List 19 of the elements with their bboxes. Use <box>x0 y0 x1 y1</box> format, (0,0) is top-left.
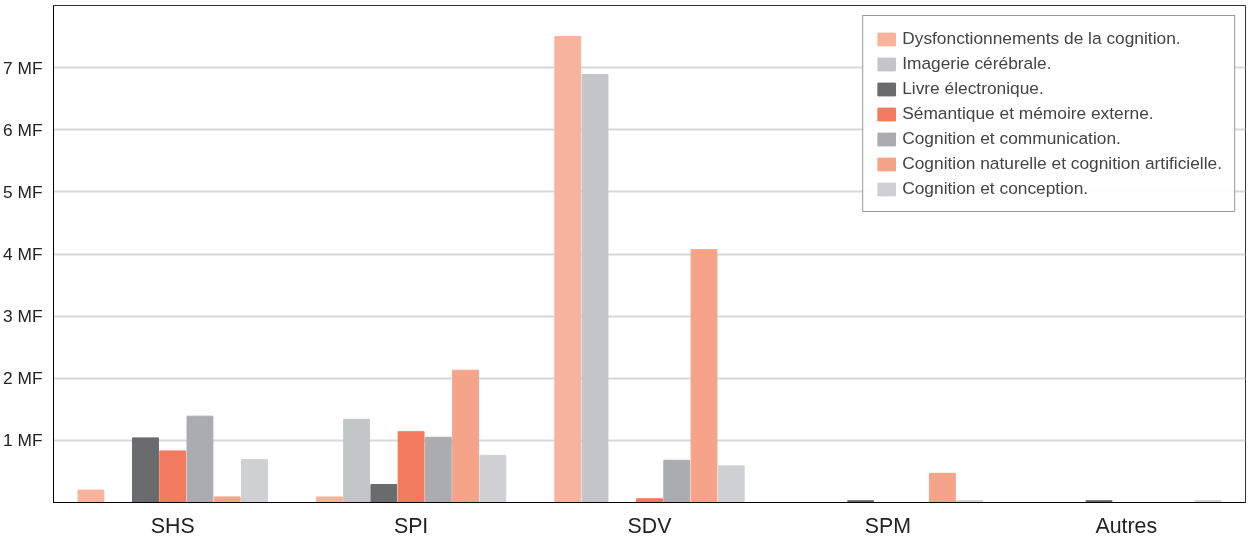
legend-label: Livre électronique. <box>902 78 1044 99</box>
legend-label: Dysfonctionnements de la cognition. <box>902 28 1181 49</box>
legend-label: Imagerie cérébrale. <box>902 53 1052 74</box>
x-tick-label: SPI <box>393 513 429 538</box>
y-tick-label: 1 MF <box>3 430 43 451</box>
y-tick-label: 7 MF <box>3 57 43 78</box>
y-tick-label: 3 MF <box>3 306 43 327</box>
legend-label: Cognition et conception. <box>902 178 1089 199</box>
y-tick-label: 5 MF <box>3 181 43 202</box>
y-tick-label: 6 MF <box>3 119 43 140</box>
legend-label: Cognition et communication. <box>902 128 1121 149</box>
legend-label: Cognition naturelle et cognition artificielle. <box>902 153 1222 174</box>
x-tick-label: SDV <box>627 513 673 538</box>
legend-label: Sémantique et mémoire externe. <box>902 103 1154 124</box>
y-tick-label: 4 MF <box>3 244 43 264</box>
x-tick-label: SHS <box>150 513 195 538</box>
y-tick-label: 2 MF <box>3 368 43 389</box>
x-tick-label: Autres <box>1095 513 1158 538</box>
x-tick-label: SPM <box>864 513 912 538</box>
